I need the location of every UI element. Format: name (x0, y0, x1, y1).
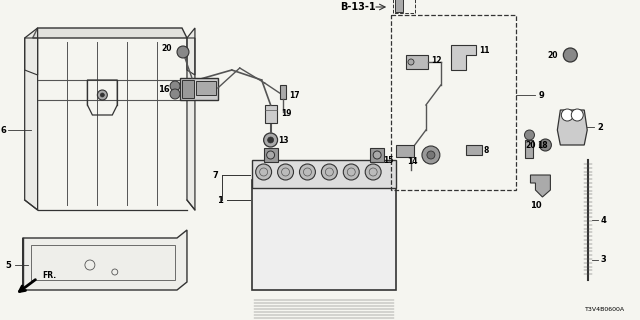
Bar (264, 105, 276, 123)
Polygon shape (187, 28, 195, 210)
Bar (370, 148, 384, 162)
Text: 5: 5 (5, 260, 11, 269)
Circle shape (177, 46, 189, 58)
Circle shape (100, 93, 104, 97)
Bar (396, 145, 414, 157)
Bar (31, 245, 175, 280)
Text: 20: 20 (548, 51, 558, 60)
Text: 10: 10 (530, 201, 541, 210)
Text: 9: 9 (538, 91, 544, 100)
Circle shape (268, 137, 273, 143)
Circle shape (427, 151, 435, 159)
Text: 20: 20 (161, 44, 172, 52)
Text: 2: 2 (597, 123, 603, 132)
Circle shape (365, 164, 381, 180)
Circle shape (97, 90, 108, 100)
Polygon shape (557, 110, 588, 145)
Bar (393, 0, 415, 13)
Bar (406, 55, 428, 69)
Circle shape (255, 164, 271, 180)
Bar (180, 78, 218, 100)
Text: 8: 8 (484, 146, 489, 155)
Polygon shape (22, 230, 187, 290)
Circle shape (540, 139, 552, 151)
Circle shape (170, 81, 180, 91)
Circle shape (408, 59, 414, 65)
Bar (252, 180, 396, 290)
Circle shape (373, 151, 381, 159)
Circle shape (561, 109, 573, 121)
Text: FR.: FR. (43, 270, 57, 279)
Text: 20: 20 (525, 140, 536, 149)
Bar (196, 81, 216, 95)
Circle shape (264, 133, 278, 147)
Text: 4: 4 (600, 215, 606, 225)
Text: 15: 15 (383, 156, 393, 164)
Text: 7: 7 (212, 171, 218, 180)
Bar (182, 80, 194, 98)
Polygon shape (531, 175, 550, 197)
Circle shape (278, 164, 294, 180)
Text: 14: 14 (408, 156, 418, 165)
Polygon shape (451, 45, 476, 70)
Bar (280, 85, 285, 99)
Circle shape (525, 130, 534, 140)
Text: 18: 18 (538, 140, 548, 149)
Polygon shape (33, 28, 187, 38)
Text: 17: 17 (289, 91, 300, 100)
Circle shape (267, 151, 275, 159)
Text: 12: 12 (431, 55, 442, 65)
Text: 16: 16 (158, 84, 170, 93)
Bar (395, 0, 403, 12)
Circle shape (300, 164, 316, 180)
Text: 3: 3 (600, 255, 606, 265)
Bar (264, 148, 278, 162)
Circle shape (422, 146, 440, 164)
Bar (252, 160, 396, 188)
Text: 13: 13 (278, 135, 289, 145)
Text: B-13-1: B-13-1 (340, 2, 376, 12)
Text: 11: 11 (479, 45, 489, 54)
Bar (466, 145, 482, 155)
Text: 6: 6 (1, 125, 7, 134)
Text: 19: 19 (282, 108, 292, 117)
Bar (391, 15, 516, 190)
Circle shape (343, 164, 359, 180)
Text: 1: 1 (217, 196, 223, 204)
Circle shape (572, 109, 583, 121)
Text: T3V4B0600A: T3V4B0600A (585, 307, 625, 312)
Circle shape (321, 164, 337, 180)
Bar (525, 140, 534, 158)
Circle shape (563, 48, 577, 62)
Circle shape (170, 89, 180, 99)
Polygon shape (25, 28, 38, 210)
